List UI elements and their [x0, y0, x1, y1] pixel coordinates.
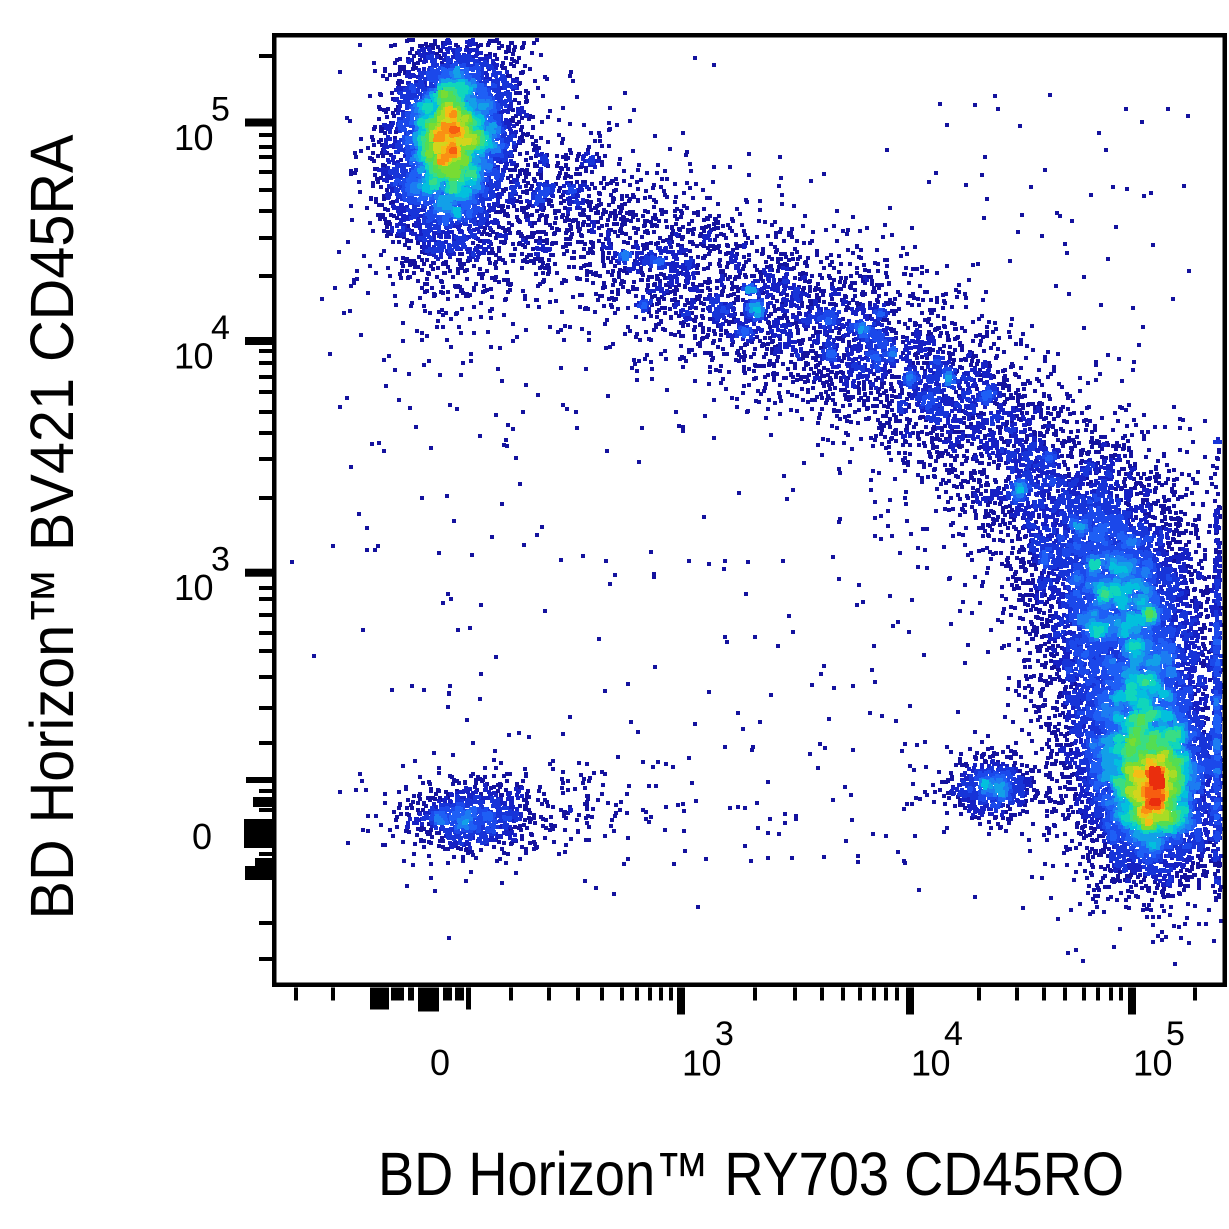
- svg-text:4: 4: [211, 309, 230, 347]
- svg-text:BD Horizon™ RY703 CD45RO: BD Horizon™ RY703 CD45RO: [378, 1140, 1124, 1208]
- svg-text:0: 0: [430, 1042, 450, 1083]
- svg-text:4: 4: [944, 1015, 963, 1053]
- svg-text:10: 10: [1133, 1043, 1172, 1084]
- svg-text:0: 0: [192, 816, 212, 857]
- svg-text:10: 10: [174, 117, 213, 158]
- svg-text:5: 5: [211, 91, 230, 129]
- svg-text:10: 10: [174, 336, 213, 377]
- svg-text:3: 3: [211, 541, 230, 579]
- svg-text:3: 3: [715, 1015, 734, 1053]
- svg-text:BD Horizon™ BV421 CD45RA: BD Horizon™ BV421 CD45RA: [18, 134, 86, 919]
- svg-text:10: 10: [174, 567, 213, 608]
- svg-text:10: 10: [911, 1043, 950, 1084]
- svg-text:5: 5: [1166, 1015, 1185, 1053]
- svg-text:10: 10: [682, 1043, 721, 1084]
